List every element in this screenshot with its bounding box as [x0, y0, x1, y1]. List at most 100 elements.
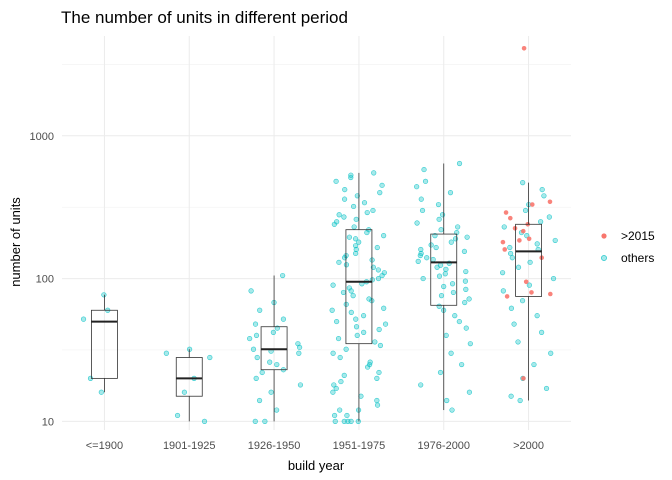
- point-others: [379, 182, 385, 188]
- point-gt2015: [529, 290, 534, 295]
- point-others: [296, 350, 302, 356]
- point-others: [376, 369, 382, 376]
- x-axis-label: build year: [288, 458, 345, 473]
- point-gt2015: [517, 238, 522, 243]
- point-others: [352, 243, 359, 249]
- boxplot-0: [91, 294, 118, 393]
- point-others: [515, 339, 521, 345]
- point-others: [376, 326, 382, 333]
- point-gt2015: [529, 202, 535, 207]
- point-others: [552, 237, 558, 244]
- point-others: [253, 375, 259, 381]
- boxplot-1: [175, 349, 203, 422]
- point-others: [456, 318, 462, 325]
- point-others: [381, 305, 387, 311]
- point-others: [531, 361, 537, 368]
- point-others: [436, 216, 442, 222]
- point-others: [343, 262, 350, 268]
- point-others: [270, 329, 276, 335]
- point-others: [526, 282, 532, 288]
- point-others: [437, 369, 444, 376]
- point-others: [461, 248, 468, 255]
- point-others: [354, 332, 360, 339]
- point-others: [538, 219, 544, 225]
- point-others: [356, 239, 362, 245]
- legend-label-1: others: [621, 251, 654, 265]
- box-iqr: [260, 326, 288, 371]
- point-others: [336, 259, 342, 265]
- point-others: [330, 282, 336, 288]
- point-others: [546, 214, 552, 220]
- boxplot-3: [345, 172, 373, 422]
- point-others: [280, 272, 286, 279]
- point-others: [250, 346, 257, 352]
- data-points: [80, 46, 558, 424]
- point-others: [343, 346, 349, 352]
- point-others: [341, 372, 347, 378]
- boxplot-2: [260, 275, 288, 422]
- box-iqr: [430, 233, 458, 306]
- point-others: [337, 354, 343, 361]
- point-others: [340, 289, 347, 296]
- point-others: [101, 292, 107, 298]
- point-others: [350, 203, 357, 210]
- box-iqr: [175, 357, 203, 397]
- x-tick-label: 1951-1975: [333, 440, 386, 452]
- point-others: [377, 190, 383, 196]
- point-gt2015: [520, 228, 526, 234]
- point-others: [352, 236, 359, 242]
- legend-key-0: [601, 233, 607, 239]
- box-iqr: [91, 309, 118, 379]
- point-others: [421, 166, 427, 173]
- point-others: [256, 397, 263, 404]
- point-others: [511, 321, 517, 327]
- y-tick-label: 100: [36, 274, 54, 286]
- point-others: [334, 318, 340, 325]
- point-others: [462, 278, 469, 284]
- point-others: [435, 201, 442, 208]
- point-others: [163, 350, 169, 356]
- point-others: [539, 329, 545, 335]
- point-others: [466, 389, 473, 395]
- point-others: [330, 350, 336, 356]
- point-others: [449, 281, 456, 287]
- y-tick-label: 10: [42, 416, 54, 428]
- point-others: [338, 378, 344, 385]
- point-others: [98, 389, 104, 395]
- point-others: [361, 329, 367, 335]
- point-others: [448, 350, 454, 356]
- point-others: [448, 239, 454, 245]
- point-others: [507, 250, 514, 257]
- point-others: [441, 283, 447, 290]
- x-tick-label: 1926-1950: [248, 440, 301, 452]
- point-others: [346, 285, 352, 291]
- point-others: [467, 341, 473, 347]
- point-others: [366, 296, 372, 302]
- point-others: [508, 305, 515, 311]
- point-others: [379, 272, 385, 279]
- point-others: [436, 273, 443, 279]
- point-others: [342, 186, 348, 193]
- point-others: [207, 354, 213, 361]
- point-others: [375, 275, 382, 282]
- point-others: [428, 242, 434, 248]
- y-axis-label: number of units: [8, 197, 23, 287]
- point-others: [348, 288, 354, 294]
- point-others: [550, 275, 557, 282]
- point-others: [252, 418, 258, 424]
- point-others: [374, 375, 380, 381]
- x-tick-label: 1976-2000: [417, 440, 470, 452]
- point-others: [268, 389, 274, 395]
- point-others: [449, 407, 455, 413]
- point-others: [443, 332, 449, 339]
- point-others: [374, 402, 381, 408]
- point-others: [438, 293, 445, 299]
- point-others: [444, 397, 450, 404]
- y-tick-label: 1000: [30, 131, 54, 143]
- point-others: [331, 221, 337, 227]
- point-others: [439, 212, 446, 218]
- point-others: [438, 227, 444, 233]
- point-others: [254, 354, 260, 361]
- point-others: [519, 298, 526, 304]
- point-others: [297, 382, 304, 388]
